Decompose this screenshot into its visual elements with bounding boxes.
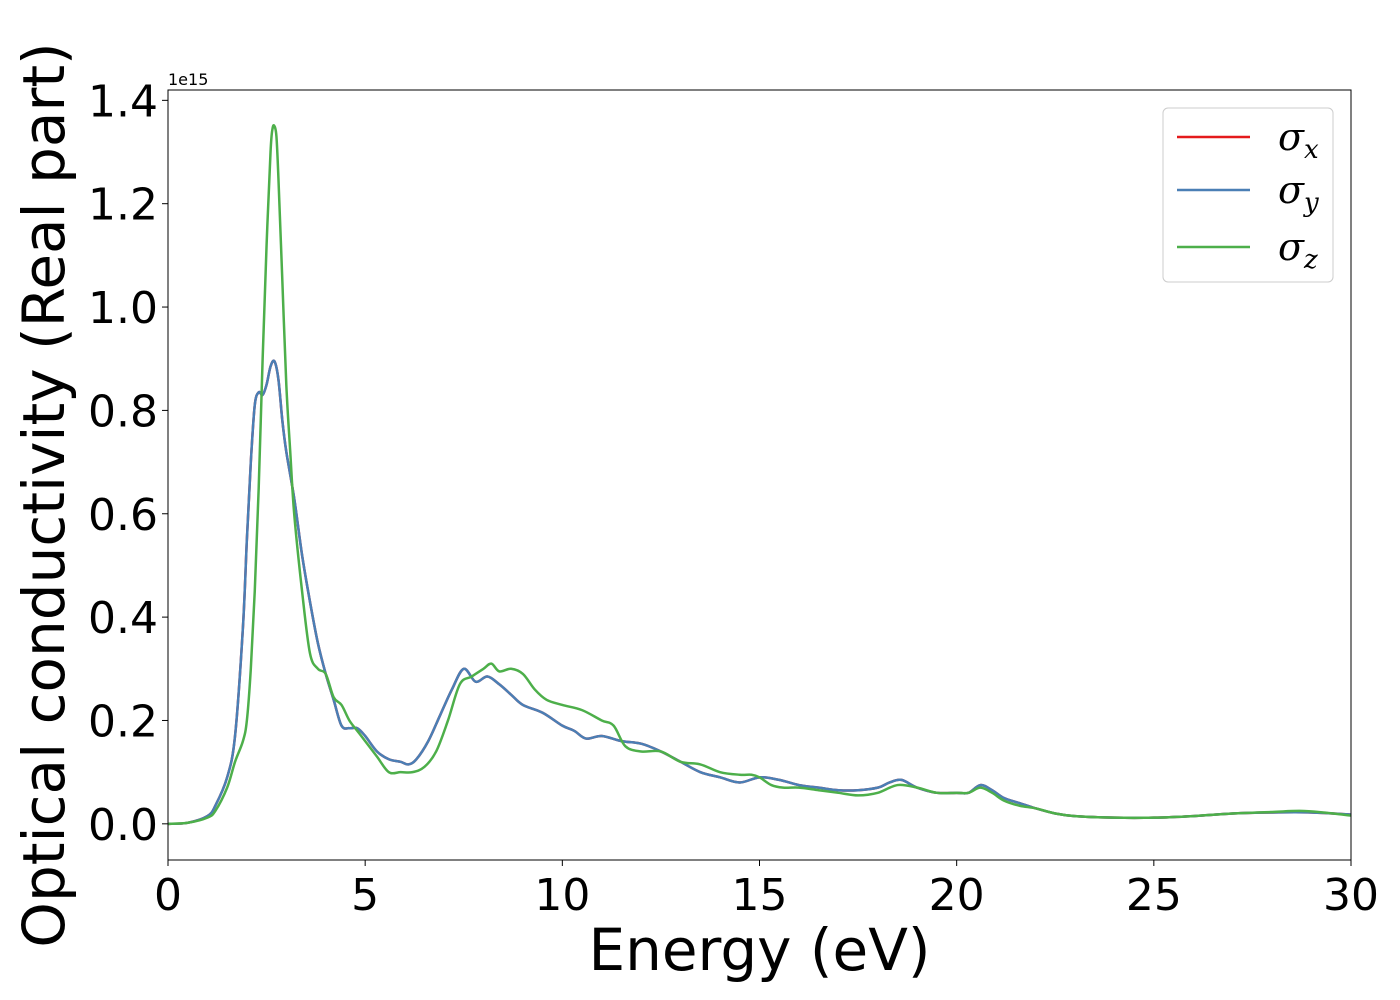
y-tick-label: 1.0 <box>88 283 158 334</box>
y-offset-text: 1e15 <box>168 70 208 89</box>
x-tick-label: 0 <box>154 870 182 921</box>
y-tick-label: 0.2 <box>88 696 158 747</box>
y-tick-label: 0.8 <box>88 386 158 437</box>
y-tick-label: 0.4 <box>88 593 158 644</box>
x-tick-label: 10 <box>534 870 590 921</box>
y-tick-label: 0.6 <box>88 490 158 541</box>
legend-item-sigma-y[interactable]: σy <box>1177 168 1319 218</box>
legend-item-sigma-z[interactable]: σz <box>1177 225 1318 275</box>
legend-box <box>1162 107 1334 283</box>
x-axis: 0 5 10 15 20 25 30 <box>154 860 1379 921</box>
x-tick-label: 5 <box>351 870 379 921</box>
y-tick-label: 1.4 <box>88 76 158 127</box>
x-tick-label: 15 <box>732 870 788 921</box>
legend-label: σy <box>1278 168 1319 218</box>
y-axis: 0.0 0.2 0.4 0.6 0.8 1.0 1.2 1.4 <box>88 76 168 851</box>
y-tick-label: 1.2 <box>88 180 158 231</box>
series-layer <box>168 124 1351 826</box>
series-line-sigma-z <box>168 124 1351 826</box>
legend-label: σz <box>1278 225 1318 275</box>
y-tick-label: 0.0 <box>88 800 158 851</box>
x-tick-label: 30 <box>1323 870 1379 921</box>
x-tick-label: 20 <box>929 870 985 921</box>
x-axis-title: Energy (eV) <box>588 916 930 984</box>
legend-label: σx <box>1278 115 1319 165</box>
x-tick-label: 25 <box>1126 870 1182 921</box>
legend-item-sigma-x[interactable]: σx <box>1177 115 1319 165</box>
series-line-sigma-y <box>168 359 1351 826</box>
y-axis-title: Optical conductivity (Real part) <box>10 42 78 947</box>
